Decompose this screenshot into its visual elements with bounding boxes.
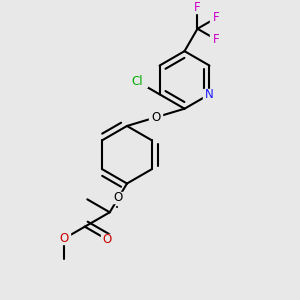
Bar [128, 76, 146, 87]
Bar [57, 233, 70, 244]
Text: O: O [103, 233, 112, 246]
Text: F: F [213, 33, 220, 46]
Text: F: F [213, 11, 220, 24]
Text: F: F [194, 1, 201, 14]
Text: O: O [114, 191, 123, 204]
Bar [210, 34, 223, 45]
Text: Cl: Cl [131, 75, 143, 88]
Text: N: N [205, 88, 214, 101]
Bar [101, 234, 114, 245]
Text: O: O [59, 232, 68, 245]
Text: O: O [151, 111, 160, 124]
Bar [191, 2, 204, 13]
Text: •: • [115, 205, 119, 211]
Bar [149, 112, 162, 123]
Bar [112, 192, 125, 203]
Bar [203, 89, 216, 100]
Bar [210, 13, 223, 23]
